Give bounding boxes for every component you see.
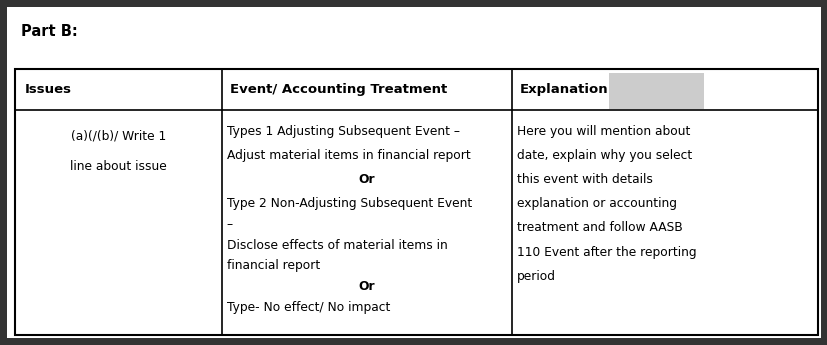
Text: Or: Or [358, 280, 375, 293]
Text: Or: Or [358, 173, 375, 186]
Text: line about issue: line about issue [70, 160, 166, 174]
Bar [608, 73, 703, 109]
Text: Explanation: Explanation [519, 83, 608, 96]
Text: financial report: financial report [227, 259, 320, 273]
Text: Event/ Accounting Treatment: Event/ Accounting Treatment [230, 83, 447, 96]
Text: treatment and follow AASB: treatment and follow AASB [516, 221, 681, 235]
Text: Issues: Issues [25, 83, 72, 96]
Text: this event with details: this event with details [516, 173, 652, 186]
Text: period: period [516, 270, 555, 283]
Text: Type- No effect/ No impact: Type- No effect/ No impact [227, 301, 390, 314]
Text: –: – [227, 218, 232, 231]
Text: explanation or accounting: explanation or accounting [516, 197, 676, 210]
Text: date, explain why you select: date, explain why you select [516, 149, 691, 162]
Text: Disclose effects of material items in: Disclose effects of material items in [227, 239, 447, 252]
Text: Type 2 Non-Adjusting Subsequent Event: Type 2 Non-Adjusting Subsequent Event [227, 197, 471, 210]
Text: Types 1 Adjusting Subsequent Event –: Types 1 Adjusting Subsequent Event – [227, 125, 459, 138]
Text: Part B:: Part B: [21, 24, 78, 39]
Text: Adjust material items in financial report: Adjust material items in financial repor… [227, 149, 470, 162]
Text: 110 Event after the reporting: 110 Event after the reporting [516, 246, 696, 259]
Bar [15, 69, 817, 335]
Text: (a)(/(b)/ Write 1: (a)(/(b)/ Write 1 [70, 129, 166, 142]
Text: Here you will mention about: Here you will mention about [516, 125, 689, 138]
